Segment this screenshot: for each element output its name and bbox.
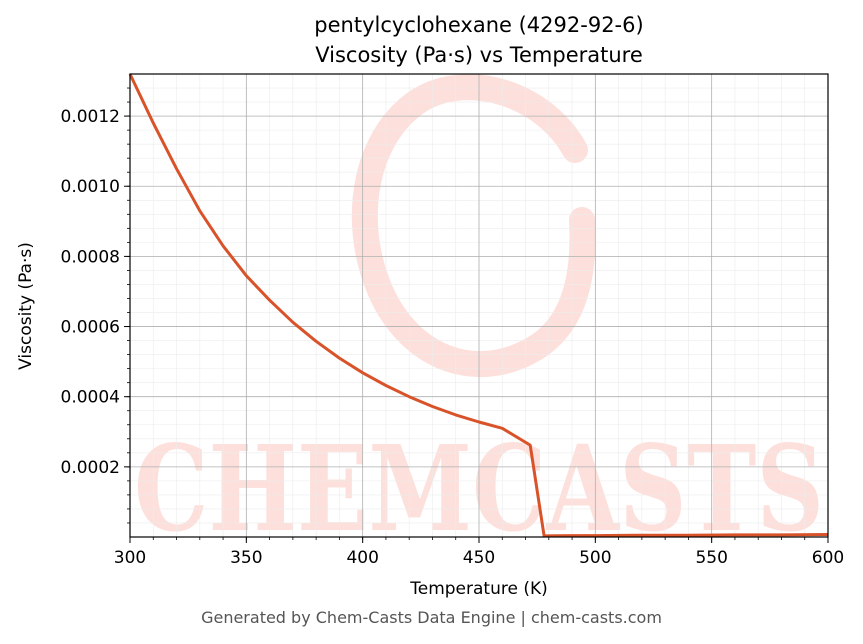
y-tick-label: 0.0004 [61, 388, 120, 408]
x-tick-label: 550 [695, 548, 727, 568]
series-layer [128, 73, 829, 538]
y-tick-label: 0.0002 [61, 458, 120, 478]
x-axis-label: Temperature (K) [409, 579, 548, 599]
x-tick-label: 400 [346, 548, 378, 568]
y-tick-label: 0.0012 [61, 107, 120, 127]
y-tick-label: 0.0006 [61, 318, 120, 338]
x-tick-label: 350 [230, 548, 262, 568]
y-tick-label: 0.0008 [61, 247, 120, 267]
y-axis: 0.0002 0.0004 0.0006 0.0008 0.0010 0.0012 [61, 87, 130, 524]
watermark-ring [351, 74, 596, 378]
x-tick-label: 600 [812, 548, 844, 568]
x-axis: 300 350 400 450 500 550 600 [114, 537, 844, 568]
x-tick-label: 300 [114, 548, 146, 568]
chart-title: pentylcyclohexane (4292-92-6) [314, 13, 643, 37]
chart-subtitle: Viscosity (Pa·s) vs Temperature [315, 43, 643, 67]
x-tick-label: 450 [463, 548, 495, 568]
y-axis-label: Viscosity (Pa·s) [16, 242, 36, 370]
x-tick-label: 500 [579, 548, 611, 568]
y-tick-label: 0.0010 [61, 177, 120, 197]
series-line [128, 73, 829, 538]
footer-credit: Generated by Chem-Casts Data Engine | ch… [201, 608, 662, 627]
